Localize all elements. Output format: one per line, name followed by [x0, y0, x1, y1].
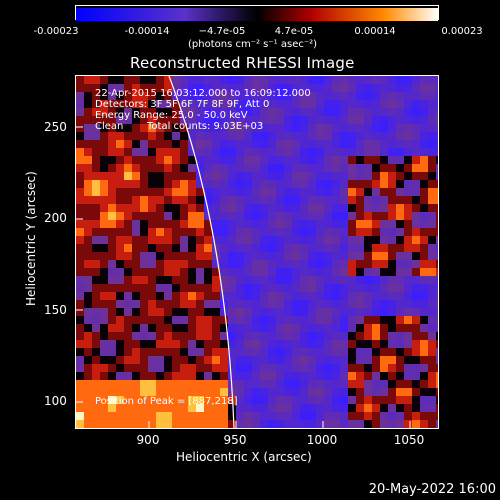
- axis-ticks: [76, 126, 411, 428]
- y-tick-label: 100: [44, 394, 67, 408]
- y-tick-label: 250: [44, 120, 67, 134]
- rhessi-image-map: [76, 76, 438, 428]
- colorbar-tick: 4.7e-05: [274, 26, 314, 37]
- colorbar-tick: -0.00014: [124, 26, 170, 37]
- y-tick-label: 150: [44, 303, 67, 317]
- method-label: Clean: [95, 121, 124, 132]
- x-tick-label: 900: [136, 433, 160, 447]
- total-counts-label: Total counts: 9.03E+03: [147, 121, 264, 132]
- x-axis-label: Heliocentric X (arcsec): [176, 450, 312, 464]
- time-range-label: 22-Apr-2015 16:03:12.000 to 16:09:12.000: [95, 88, 311, 99]
- colorbar-tick: 0.00023: [441, 26, 483, 37]
- x-tick-label: 1050: [393, 433, 425, 447]
- y-axis-label: Heliocentric Y (arcsec): [24, 171, 38, 306]
- image-panel: 22-Apr-2015 16:03:12.000 to 16:09:12.000…: [75, 75, 439, 429]
- energy-range-label: Energy Range: 25.0 - 50.0 keV: [95, 110, 248, 121]
- colorbar-tick: 0.00014: [354, 26, 396, 37]
- detectors-label: Detectors: 3F 5F 6F 7F 8F 9F, Att 0: [95, 99, 270, 110]
- solar-limb-line: [168, 76, 235, 428]
- colorbar-tick: -0.00023: [33, 26, 79, 37]
- colorbar-tick: −4.7e-05: [198, 26, 246, 37]
- colorbar-units: (photons cm⁻² s⁻¹ asec⁻²): [188, 39, 318, 50]
- y-tick-label: 200: [44, 211, 67, 225]
- date-stamp: 20-May-2022 16:00: [368, 482, 496, 497]
- peak-position-label: Position of Peak = [887,218]: [95, 396, 238, 407]
- colorbar-gradient: [76, 8, 438, 21]
- limb-overlay: [76, 76, 411, 428]
- x-tick-label: 950: [223, 433, 247, 447]
- image-title: Reconstructed RHESSI Image: [130, 54, 355, 72]
- colorbar: [75, 5, 439, 21]
- x-tick-label: 1000: [306, 433, 338, 447]
